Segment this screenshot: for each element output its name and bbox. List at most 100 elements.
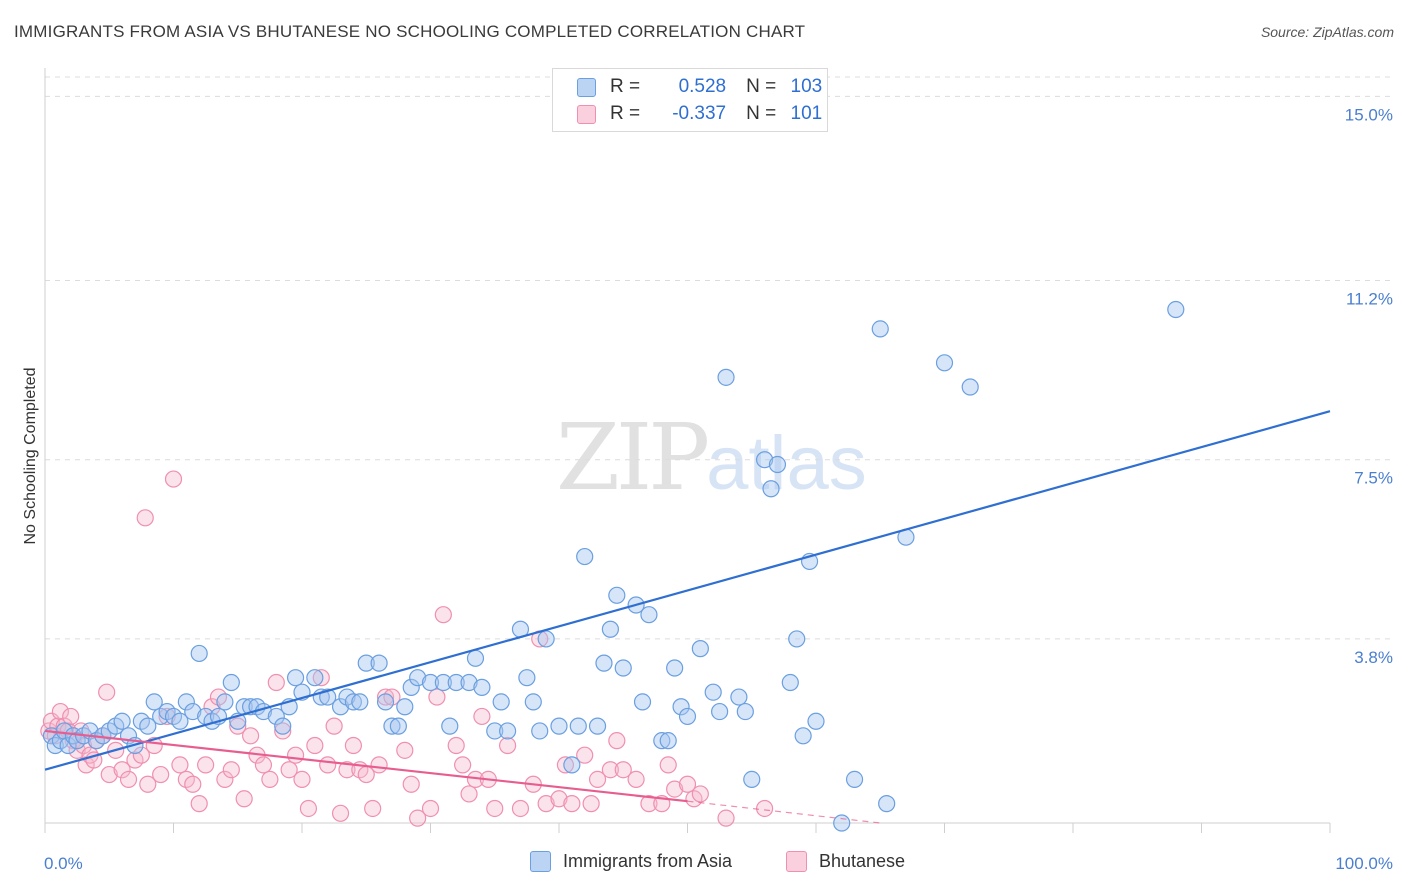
asia-point — [704, 683, 722, 701]
bhutanese-point — [364, 799, 382, 818]
bottom-legend-label-bhutanese: Bhutanese — [819, 851, 906, 871]
asia-point — [46, 736, 64, 755]
bhutanese-point — [376, 688, 395, 706]
asia-point — [184, 702, 202, 721]
asia-point — [139, 717, 157, 735]
asia-point — [601, 620, 620, 638]
bhutanese-point — [261, 770, 279, 789]
asia-point — [640, 606, 658, 624]
bhutanese-point — [338, 761, 356, 779]
asia-point — [768, 455, 787, 474]
legend-swatch-asia — [577, 77, 596, 97]
bhutanese-point — [396, 741, 414, 759]
bhutanese-point — [659, 756, 677, 774]
legend-row-bhutanese: R = -0.337 N = 101 — [577, 101, 822, 127]
asia-trend-line — [44, 410, 1331, 771]
grid-lines — [45, 76, 1395, 640]
asia-point — [473, 678, 491, 696]
asia-point — [569, 717, 587, 735]
legend-row-asia: R = 0.528 N = 103 — [577, 74, 822, 100]
bhutanese-point — [319, 756, 337, 774]
asia-point — [222, 673, 240, 692]
asia-point — [344, 693, 362, 711]
asia-point — [794, 727, 812, 745]
bhutanese-point — [640, 795, 658, 813]
asia-point — [1167, 300, 1185, 319]
asia-point — [518, 669, 536, 687]
bhutanese-point — [164, 470, 183, 488]
x-tick-label: 100.0% — [1335, 854, 1393, 873]
watermark-zip: ZIP — [556, 404, 710, 511]
asia-point — [383, 717, 401, 735]
asia-point — [177, 693, 195, 711]
asia-point — [486, 722, 504, 740]
asia-point — [396, 698, 414, 716]
y-tick-label: 11.2% — [1346, 289, 1393, 308]
asia-point — [331, 698, 350, 716]
asia-point — [807, 712, 825, 730]
legend-r-label: R = — [610, 76, 641, 97]
legend-n-value-bhutanese: 101 — [790, 103, 823, 124]
trend-lines — [44, 410, 1331, 824]
asia-point — [878, 795, 896, 813]
legend-r-value-asia: 0.528 — [678, 76, 727, 97]
asia-point — [672, 698, 690, 716]
bhutanese-trend-extension — [687, 800, 881, 824]
bhutanese-point — [132, 746, 150, 764]
asia-point — [524, 693, 542, 711]
asia-point — [614, 659, 632, 677]
watermark: ZIPatlas — [556, 404, 867, 511]
bhutanese-point — [678, 775, 697, 793]
bottom-legend-swatch-bhutanese — [786, 851, 807, 872]
bhutanese-point — [447, 736, 465, 755]
bhutanese-point — [119, 770, 138, 789]
legend-n-value-asia: 103 — [790, 76, 823, 97]
legend-r-value-bhutanese: -0.337 — [672, 103, 727, 124]
legend-swatch-bhutanese — [577, 104, 596, 124]
legend-n-label: N = — [746, 76, 777, 97]
bhutanese-point — [299, 799, 318, 818]
bhutanese-point — [98, 683, 116, 701]
asia-point — [286, 669, 305, 687]
bhutanese-point — [582, 795, 600, 813]
bhutanese-point — [402, 775, 420, 793]
asia-point — [576, 547, 594, 566]
asia-point — [370, 654, 388, 672]
asia-point — [653, 732, 671, 750]
asia-point — [608, 586, 626, 604]
asia-point — [537, 630, 555, 648]
y-tick-label: 7.5% — [1354, 469, 1393, 488]
asia-point — [659, 732, 677, 750]
bhutanese-point — [421, 799, 440, 818]
asia-point — [550, 717, 568, 735]
bhutanese-point — [556, 756, 575, 774]
asia-point — [961, 378, 979, 396]
bottom-legend-label-asia: Immigrants from Asia — [563, 851, 733, 871]
asia-point — [145, 693, 163, 711]
bhutanese-point — [608, 732, 626, 750]
asia-point — [633, 693, 652, 711]
asia-point — [466, 649, 485, 667]
asia-point — [434, 673, 452, 692]
bhutanese-point — [152, 765, 170, 784]
bhutanese-point — [136, 509, 154, 527]
asia-point — [762, 480, 780, 498]
bhutanese-point — [409, 809, 427, 827]
asia-point — [421, 673, 440, 692]
asia-point — [190, 644, 208, 663]
asia-point — [691, 640, 709, 658]
bhutanese-point — [576, 746, 594, 764]
bhutanese-point — [306, 736, 324, 755]
bhutanese-points — [40, 470, 774, 827]
bhutanese-point — [511, 799, 530, 818]
asia-point — [755, 451, 774, 469]
asia-point — [216, 693, 234, 711]
bhutanese-point — [280, 761, 298, 779]
asia-point — [736, 702, 754, 721]
bhutanese-point — [229, 717, 247, 735]
asia-point — [171, 712, 189, 730]
correlation-legend: R = 0.528 N = 103 R = -0.337 N = 101 — [552, 68, 828, 132]
bhutanese-point — [267, 673, 285, 692]
asia-point — [595, 654, 613, 672]
